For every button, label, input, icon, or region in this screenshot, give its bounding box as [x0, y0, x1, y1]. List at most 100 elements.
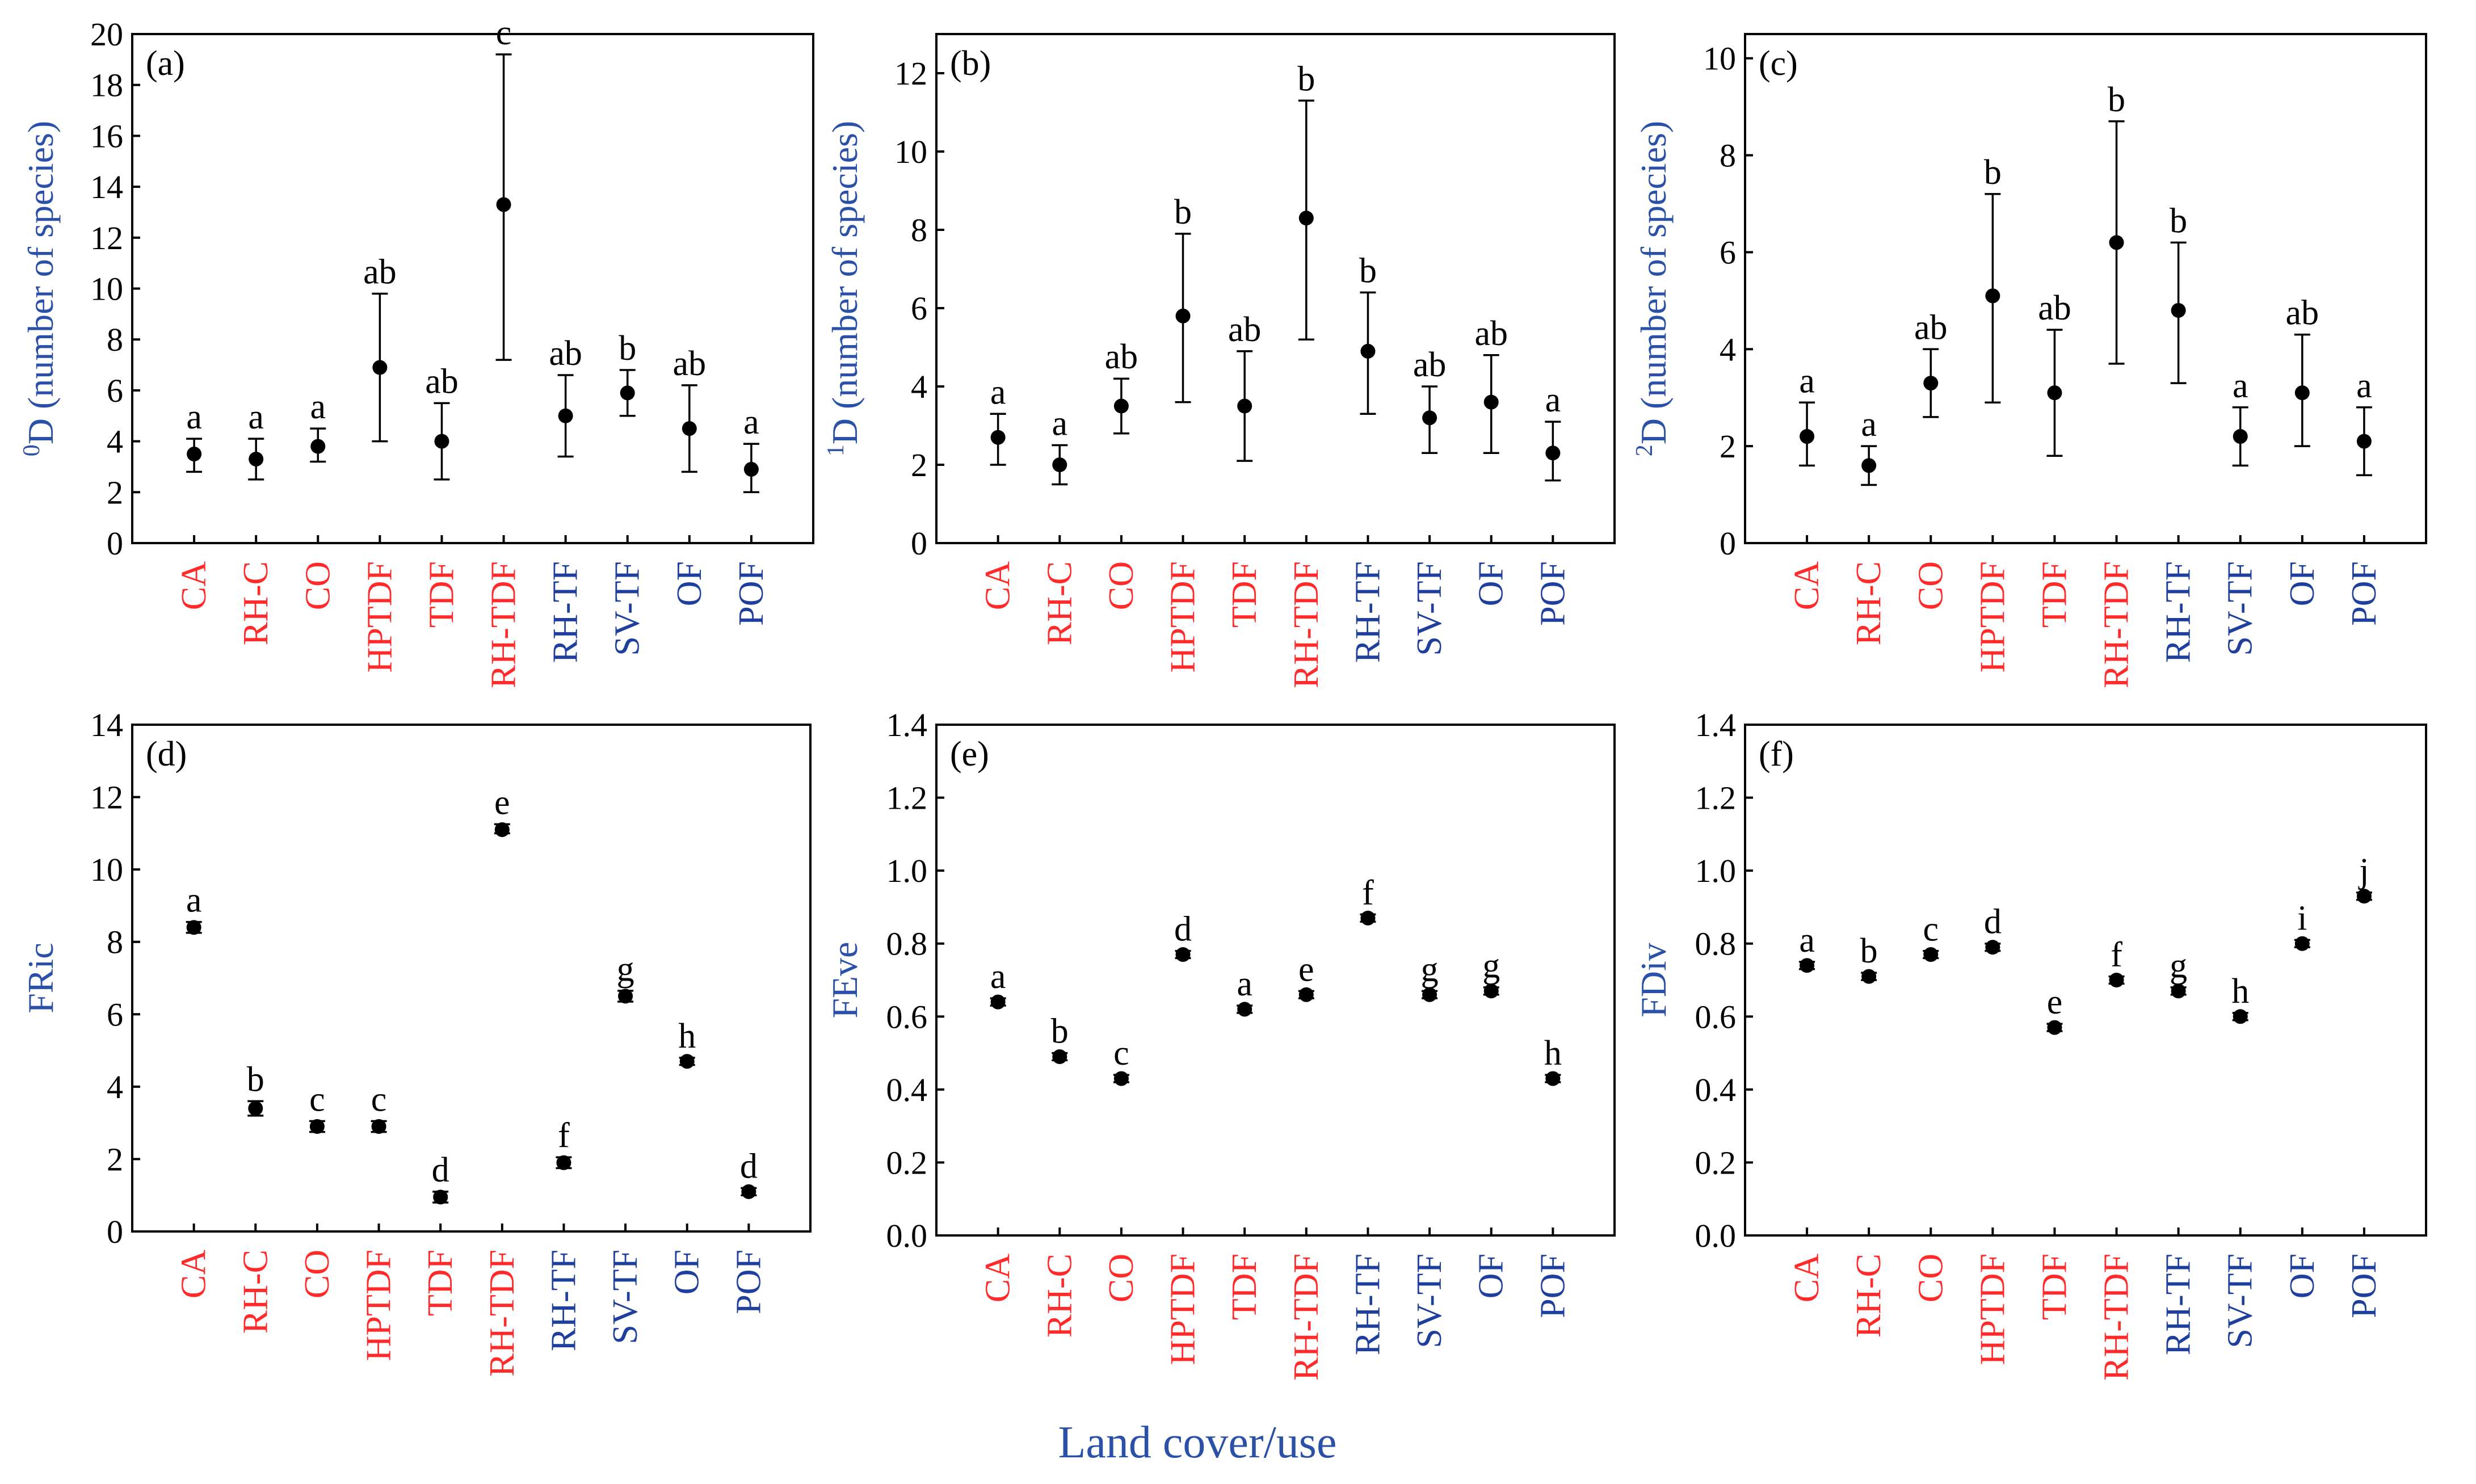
significance-letter: a — [990, 373, 1006, 411]
category-label: HPTDF — [1164, 1254, 1203, 1365]
y-tick-label: 12 — [90, 220, 123, 257]
y-tick-label: 14 — [90, 707, 123, 743]
y-tick-label: 10 — [894, 133, 927, 170]
y-tick-label: 0.0 — [1695, 1217, 1737, 1254]
significance-letter: b — [619, 329, 636, 368]
y-tick-label: 6 — [107, 996, 123, 1033]
significance-letter: d — [432, 1151, 449, 1189]
panel-label: (b) — [950, 44, 991, 83]
data-point — [2171, 302, 2186, 318]
category-label: RH-TDF — [483, 1250, 522, 1377]
y-tick-label: 0.8 — [1695, 926, 1737, 962]
data-point — [1113, 1071, 1129, 1086]
data-point — [2294, 936, 2310, 951]
significance-letter: ab — [549, 334, 582, 373]
category-label: RH-C — [1849, 561, 1888, 645]
significance-letter: b — [1297, 60, 1315, 98]
category-label: RH-C — [1849, 1254, 1888, 1338]
y-tick-label: 0.4 — [1695, 1071, 1737, 1108]
category-label: POF — [732, 561, 771, 626]
data-point — [2047, 1020, 2062, 1035]
category-label: POF — [1533, 561, 1572, 626]
significance-letter: ab — [363, 253, 397, 291]
data-point — [618, 989, 633, 1004]
data-point — [558, 408, 573, 423]
y-axis-title-rest: (number of species) — [20, 121, 61, 418]
y-tick-label: 0 — [107, 525, 123, 562]
data-point — [1985, 288, 2000, 304]
significance-letter: c — [371, 1080, 387, 1119]
data-point — [494, 822, 510, 837]
y-tick-label: 2 — [107, 1141, 123, 1178]
data-point — [1298, 211, 1314, 226]
significance-letter: e — [494, 783, 510, 822]
significance-letter: a — [1545, 381, 1561, 419]
y-axis-title-main: D — [20, 418, 61, 444]
y-tick-label: 12 — [90, 779, 123, 816]
data-point — [1545, 445, 1561, 461]
significance-letter: a — [2356, 367, 2372, 405]
y-axis-title-rest: (number of species) — [1633, 121, 1674, 418]
significance-letter: h — [1544, 1034, 1562, 1073]
significance-letter: a — [1052, 405, 1068, 443]
data-point — [434, 434, 449, 449]
y-tick-label: 4 — [911, 368, 927, 405]
y-tick-label: 0.0 — [886, 1217, 928, 1254]
y-tick-label: 2 — [107, 474, 123, 511]
category-label: RH-TDF — [1287, 1254, 1326, 1381]
data-point — [1483, 394, 1499, 410]
significance-letter: h — [2231, 972, 2249, 1011]
category-label: HPTDF — [1973, 1254, 2012, 1365]
category-label: RH-C — [236, 1250, 275, 1334]
significance-letter: a — [186, 398, 202, 436]
category-label: POF — [1533, 1254, 1572, 1318]
significance-letter: a — [1861, 405, 1877, 444]
y-tick-label: 0.6 — [886, 998, 928, 1035]
y-tick-label: 1.0 — [886, 852, 928, 889]
significance-letter: ab — [425, 362, 459, 401]
data-point — [1175, 947, 1191, 962]
y-tick-label: 0.2 — [1695, 1144, 1737, 1181]
data-point — [1483, 983, 1499, 999]
significance-letter: a — [1799, 361, 1815, 400]
data-point — [1052, 457, 1067, 472]
significance-letter: b — [1984, 153, 2002, 192]
data-point — [1800, 958, 1815, 973]
data-point — [743, 461, 759, 477]
category-label: OF — [1472, 1254, 1511, 1298]
data-point — [620, 385, 635, 401]
significance-letter: b — [247, 1060, 264, 1099]
category-label: RH-TDF — [1287, 561, 1326, 688]
y-tick-label: 18 — [90, 67, 123, 104]
y-tick-label: 0.8 — [886, 926, 928, 962]
significance-letter: c — [1113, 1034, 1129, 1073]
plot-frame — [1744, 33, 2427, 544]
y-tick-label: 8 — [1720, 137, 1736, 174]
data-point — [310, 439, 326, 454]
category-label: RH-TF — [2159, 561, 2198, 663]
significance-letter: d — [1174, 910, 1192, 949]
y-tick-label: 14 — [90, 169, 123, 205]
y-axis-title-superscript: 2 — [1632, 444, 1658, 456]
panel-label: (e) — [950, 735, 989, 773]
y-tick-label: 10 — [1703, 40, 1736, 77]
data-point — [2356, 434, 2372, 449]
y-tick-label: 0.2 — [886, 1144, 928, 1181]
category-label: RH-TF — [1348, 1254, 1387, 1355]
data-point — [1360, 910, 1376, 926]
significance-letter: a — [743, 403, 759, 442]
category-label: TDF — [2035, 561, 2074, 628]
significance-letter: d — [740, 1147, 758, 1185]
significance-letter: b — [1174, 193, 1192, 232]
y-tick-label: 1.4 — [886, 707, 928, 743]
category-label: CA — [979, 561, 1018, 610]
category-label: HPTDF — [360, 1250, 398, 1361]
data-point — [1861, 458, 1877, 473]
category-label: CO — [1102, 1254, 1141, 1302]
y-axis-title: 0D (number of species) — [19, 121, 61, 456]
category-label: CA — [175, 1250, 213, 1298]
